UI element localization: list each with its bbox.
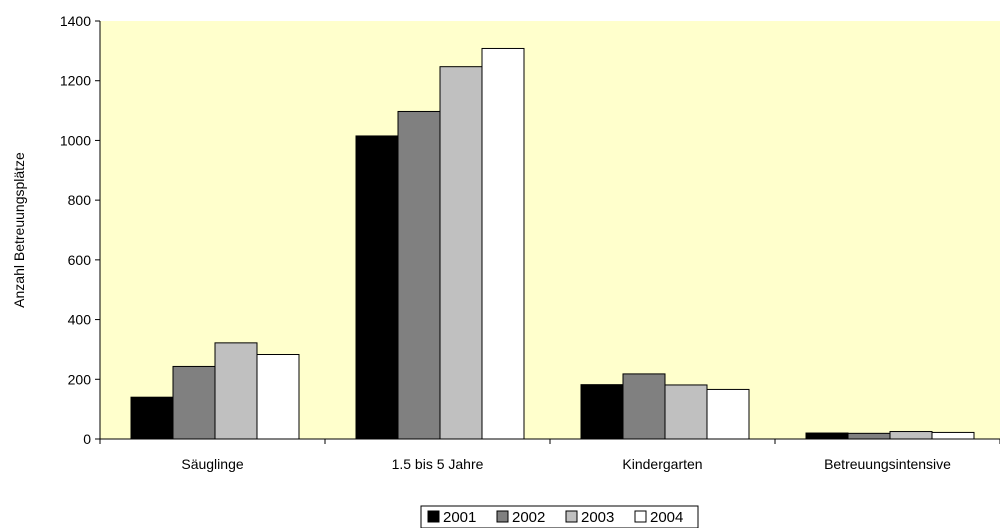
y-tick-label: 800 (68, 192, 92, 208)
bar-2003-3 (889, 431, 933, 440)
bar-2001-3 (805, 432, 849, 440)
bar-2003-0 (214, 342, 258, 440)
bar-2002-3 (847, 432, 891, 440)
bar-2001-1 (355, 135, 399, 440)
legend-label-2002: 2002 (512, 509, 545, 526)
bar-2004-2 (706, 388, 750, 440)
bar-2001-0 (130, 396, 174, 440)
x-category-label: 1.5 bis 5 Jahre (392, 456, 484, 472)
bar-2002-0 (172, 365, 216, 440)
x-category-label: Kindergarten (622, 456, 702, 472)
y-axis-title: Anzahl Betreuungsplätze (11, 152, 27, 308)
legend: 2001 2002 2003 2004 (420, 505, 699, 528)
bar-2004-0 (256, 354, 300, 440)
y-tick-label: 1000 (60, 132, 91, 148)
legend-label-2004: 2004 (650, 509, 683, 526)
bar-2004-3 (931, 431, 975, 440)
bar-2004-1 (481, 47, 525, 440)
x-category-label: Säuglinge (181, 456, 243, 472)
x-axis-ticks: Säuglinge 1.5 bis 5 Jahre Kindergarten Betr… (99, 439, 1000, 472)
bars-layer (130, 47, 975, 440)
bar-2002-2 (622, 373, 666, 440)
bar-2003-1 (439, 66, 483, 440)
legend-swatch-2003 (565, 510, 578, 523)
legend-box (420, 505, 699, 528)
x-category-label: Betreuungsintensive (824, 456, 951, 472)
legend-swatch-2004 (634, 510, 647, 523)
legend-swatch-2001 (427, 510, 440, 523)
bar-2001-2 (580, 384, 624, 440)
bar-2003-2 (664, 384, 708, 440)
bar-2002-1 (397, 110, 441, 440)
legend-swatch-2002 (496, 510, 509, 523)
y-tick-label: 600 (68, 252, 92, 268)
y-tick-label: 0 (83, 431, 91, 447)
legend-label-2001: 2001 (443, 509, 476, 526)
y-tick-label: 1400 (60, 13, 91, 29)
y-tick-label: 400 (68, 312, 92, 328)
legend-label-2003: 2003 (581, 509, 614, 526)
y-axis-ticks: 0 200 400 600 800 1000 1200 1400 (60, 13, 100, 447)
y-tick-label: 200 (68, 371, 92, 387)
y-tick-label: 1200 (60, 73, 91, 89)
